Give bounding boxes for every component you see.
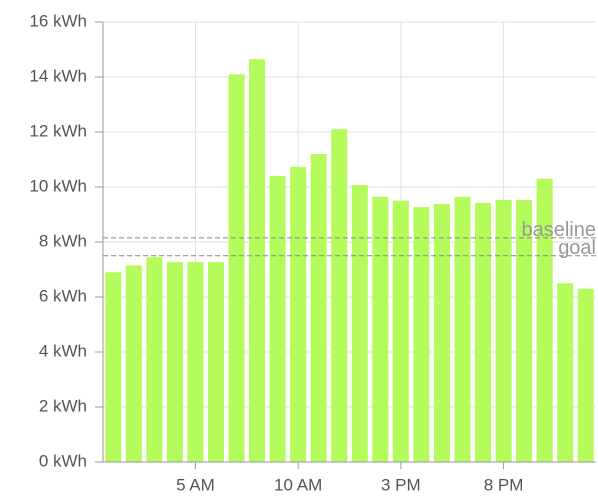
bar: [290, 166, 307, 463]
bar: [351, 185, 368, 462]
bar: [475, 202, 492, 462]
x-tick-label: 10 AM: [274, 475, 322, 494]
bar: [249, 59, 266, 462]
bar: [495, 199, 512, 463]
y-tick-label: 16 kWh: [29, 11, 87, 30]
y-tick-label: 2 kWh: [39, 396, 87, 415]
y-tick-label: 8 kWh: [39, 231, 87, 250]
bar: [166, 262, 183, 462]
y-tick-label: 4 kWh: [39, 341, 87, 360]
bar: [125, 265, 142, 462]
bar: [413, 207, 430, 462]
bar: [392, 200, 409, 462]
bar: [454, 196, 471, 462]
bar: [310, 154, 327, 462]
bar: [577, 288, 594, 462]
y-tick-label: 0 kWh: [39, 451, 87, 470]
y-tick-label: 10 kWh: [29, 176, 87, 195]
bar: [536, 178, 553, 462]
bar: [146, 257, 163, 462]
y-tick-label: 14 kWh: [29, 66, 87, 85]
bar: [516, 199, 533, 463]
x-tick-label: 5 AM: [176, 475, 215, 494]
bar: [269, 176, 286, 462]
reference-label: baseline: [521, 219, 596, 241]
bar: [187, 262, 204, 462]
bar: [207, 262, 224, 462]
bar: [372, 196, 389, 462]
x-tick-label: 8 PM: [484, 475, 524, 494]
bar: [557, 283, 574, 462]
y-tick-label: 6 kWh: [39, 286, 87, 305]
y-tick-label: 12 kWh: [29, 121, 87, 140]
bar: [228, 74, 245, 462]
bar: [105, 272, 122, 462]
reference-label: goal: [558, 237, 596, 259]
bar: [331, 129, 348, 462]
x-tick-label: 3 PM: [381, 475, 421, 494]
bar: [433, 204, 450, 463]
